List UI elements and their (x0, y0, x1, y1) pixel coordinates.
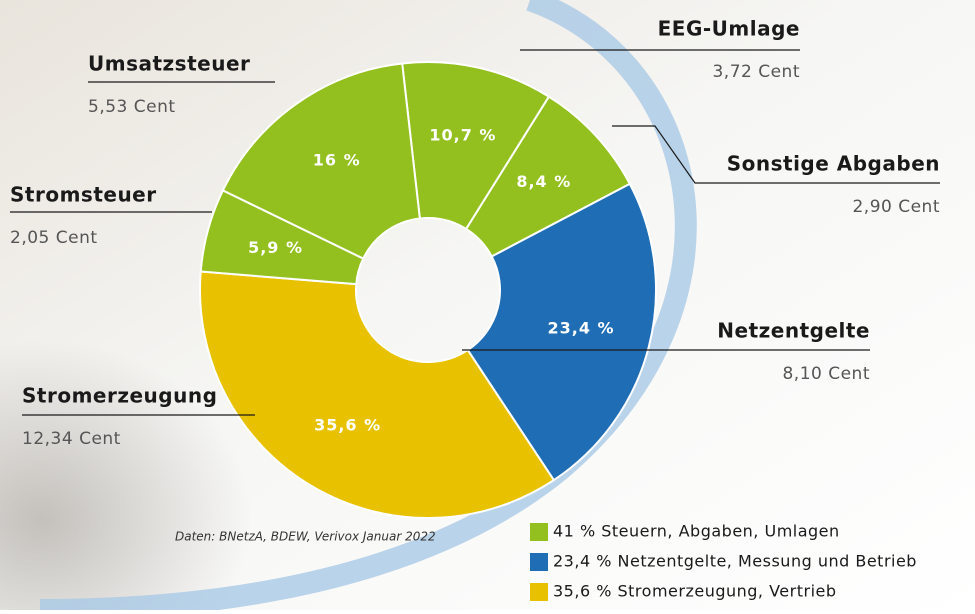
category-label: Stromerzeugung (22, 384, 217, 408)
legend-label: 41 % Steuern, Abgaben, Umlagen (553, 522, 840, 541)
category-label: EEG-Umlage (658, 17, 800, 41)
value-label: 23,4 % (548, 319, 615, 338)
detail-label: 2,90 Cent (852, 197, 940, 217)
detail-label: 12,34 Cent (22, 429, 121, 449)
legend-swatch (530, 553, 548, 571)
category-label: Umsatzsteuer (88, 52, 250, 76)
value-label: 16 % (313, 151, 361, 170)
detail-label: 3,72 Cent (712, 62, 800, 82)
value-label: 10,7 % (429, 125, 496, 144)
legend-label: 23,4 % Netzentgelte, Messung und Betrieb (553, 552, 917, 571)
legend-swatch (530, 523, 548, 541)
category-label: Sonstige Abgaben (727, 152, 940, 176)
value-label: 35,6 % (314, 416, 381, 435)
value-label: 5,9 % (248, 238, 303, 257)
detail-label: 8,10 Cent (782, 364, 870, 384)
category-label: Netzentgelte (717, 319, 870, 343)
source-note: Daten: BNetzA, BDEW, Verivox Januar 2022 (175, 530, 436, 544)
legend-swatch (530, 583, 548, 601)
detail-label: 2,05 Cent (10, 228, 98, 248)
value-label: 8,4 % (516, 172, 571, 191)
chart: Daten: BNetzA, BDEW, Verivox Januar 2022… (0, 0, 975, 610)
category-label: Stromsteuer (10, 183, 157, 207)
detail-label: 5,53 Cent (88, 97, 176, 117)
legend-label: 35,6 % Stromerzeugung, Vertrieb (553, 582, 837, 601)
